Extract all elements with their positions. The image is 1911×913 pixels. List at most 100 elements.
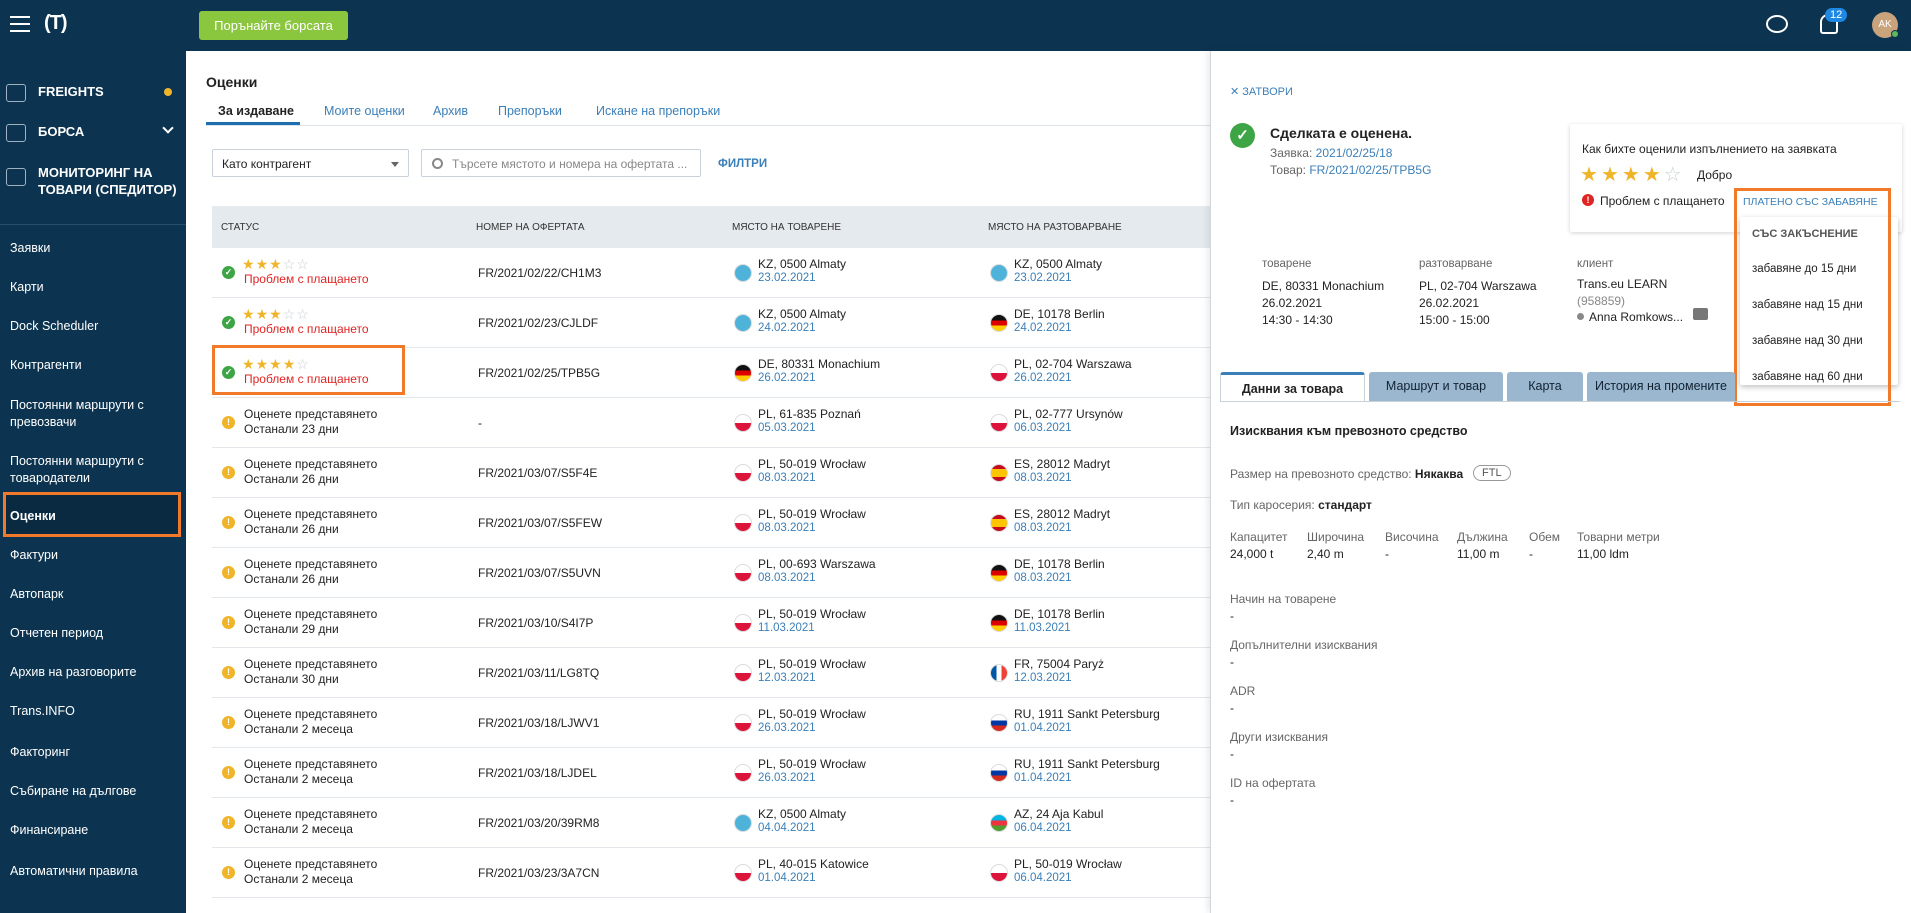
tab-cargo-data[interactable]: Данни за товара xyxy=(1220,372,1365,401)
offer-number[interactable]: FR/2021/03/10/S4I7P xyxy=(478,616,594,630)
sidebar-item-ratings[interactable]: Оценки xyxy=(10,509,56,523)
star-icon[interactable]: ★ xyxy=(1642,164,1664,186)
offer-number[interactable]: FR/2021/03/23/3A7CN xyxy=(478,866,600,880)
sidebar-item-chat-archive[interactable]: Архив на разговорите xyxy=(10,665,137,679)
sidebar-item-dock-scheduler[interactable]: Dock Scheduler xyxy=(10,319,99,333)
star-icon: ★ xyxy=(242,256,256,272)
client-person[interactable]: Anna Romkows... xyxy=(1589,310,1684,324)
remaining-time: Останали 2 месеца xyxy=(244,822,353,836)
rate-prompt[interactable]: Оценете представянето xyxy=(244,757,378,771)
table-row[interactable]: ! Оценете представянето Останали 26 дни FR/… xyxy=(212,448,1211,498)
tab-map[interactable]: Карта xyxy=(1507,372,1583,401)
sidebar-item-orders[interactable]: Заявки xyxy=(10,241,51,255)
dropdown-item-delay-15[interactable]: забавяне до 15 дни xyxy=(1752,263,1857,275)
message-icon[interactable] xyxy=(1693,308,1708,320)
table-row[interactable]: ! Оценете представянето Останали 2 месеца F… xyxy=(212,698,1211,748)
offer-number[interactable]: FR/2021/02/25/TPB5G xyxy=(478,366,601,380)
table-row[interactable]: ! Оценете представянето Останали 2 месеца F… xyxy=(212,798,1211,848)
sidebar-item-maps[interactable]: Карти xyxy=(10,280,44,294)
table-row[interactable]: ✓ ★★★☆☆ Проблем с плащането FR/2021/02/22/C… xyxy=(212,248,1211,298)
search-input[interactable]: Търсете мястото и номера на офертата ... xyxy=(421,149,701,177)
table-row[interactable]: ! Оценете представянето Останали 23 дни - PL… xyxy=(212,398,1211,448)
table-row[interactable]: ! Оценете представянето Останали 30 дни FR/… xyxy=(212,648,1211,698)
star-icon[interactable]: ★ xyxy=(1580,164,1601,186)
paid-late-dropdown-trigger[interactable]: ПЛАТЕНО СЪС ЗАБАВЯНЕ xyxy=(1743,196,1878,208)
dropdown-item-delay-over-30[interactable]: забавяне над 30 дни xyxy=(1752,335,1863,347)
active-tab-underline xyxy=(206,122,300,125)
tab-my-ratings[interactable]: Моите оценки xyxy=(324,104,405,118)
order-link[interactable]: 2021/02/25/18 xyxy=(1315,146,1393,160)
star-icon[interactable]: ★ xyxy=(1621,164,1643,186)
avatar[interactable]: AK xyxy=(1872,12,1898,38)
sidebar-item-routes-shippers[interactable]: Постоянни маршрути с товародатели xyxy=(10,454,144,485)
offer-number[interactable]: FR/2021/03/20/39RM8 xyxy=(478,816,600,830)
table-row[interactable]: ✓ ★★★☆☆ Проблем с плащането FR/2021/02/23/C… xyxy=(212,298,1211,348)
country-flag-icon xyxy=(990,314,1008,332)
tab-change-history[interactable]: История на промените xyxy=(1587,372,1735,401)
offer-number[interactable]: FR/2021/03/07/S5F4E xyxy=(478,466,598,480)
country-flag-icon xyxy=(734,414,752,432)
sidebar-item-automatic-rules[interactable]: Автоматични правила xyxy=(10,864,138,878)
rate-prompt[interactable]: Оценете представянето xyxy=(244,657,378,671)
sidebar-item-contractors[interactable]: Контрагенти xyxy=(10,358,82,372)
table-row[interactable]: ! Оценете представянето Останали 26 дни FR/… xyxy=(212,548,1211,598)
sidebar-item-invoices[interactable]: Фактури xyxy=(10,548,58,562)
rate-prompt[interactable]: Оценете представянето xyxy=(244,557,378,571)
sidebar-item-trans-info[interactable]: Trans.INFO xyxy=(10,704,75,718)
contractor-select[interactable]: Като контрагент xyxy=(212,149,409,177)
table-row[interactable]: ! Оценете представянето Останали 2 месеца F… xyxy=(212,748,1211,798)
rate-prompt[interactable]: Оценете представянето xyxy=(244,807,378,821)
offer-number[interactable]: FR/2021/03/18/LJWV1 xyxy=(478,716,600,730)
offer-number[interactable]: FR/2021/03/07/S5UVN xyxy=(478,566,601,580)
table-row[interactable]: ! Оценете представянето Останали 29 дни FR/… xyxy=(212,598,1211,648)
dropdown-item-delay-over-60[interactable]: забавяне над 60 дни xyxy=(1752,371,1863,383)
table-row[interactable]: ! Оценете представянето Останали 26 дни FR/… xyxy=(212,498,1211,548)
sidebar-item-debt-collection[interactable]: Събиране на дългове xyxy=(10,784,137,798)
close-panel-button[interactable]: ✕ ЗАТВОРИ xyxy=(1230,86,1293,98)
sidebar-item-exchange[interactable]: БОРСА xyxy=(0,124,186,142)
offer-number[interactable]: FR/2021/02/23/CJLDF xyxy=(478,316,599,330)
column-header-offer-number[interactable]: НОМЕР НА ОФЕРТАТА xyxy=(476,222,585,233)
offer-number[interactable]: - xyxy=(478,416,482,430)
rate-prompt[interactable]: Оценете представянето xyxy=(244,507,378,521)
chat-icon[interactable] xyxy=(1766,15,1788,33)
sidebar-item-fleet[interactable]: Автопарк xyxy=(10,587,64,601)
buy-exchange-button[interactable]: Порънайте борсата xyxy=(199,11,348,40)
tab-recommendations[interactable]: Препоръки xyxy=(498,104,562,118)
sidebar-item-financing[interactable]: Финансиране xyxy=(10,823,89,837)
rate-prompt[interactable]: Оценете представянето xyxy=(244,707,378,721)
rate-prompt[interactable]: Оценете представянето xyxy=(244,407,378,421)
offer-number[interactable]: FR/2021/02/22/CH1M3 xyxy=(478,266,602,280)
check-circle-icon: ✓ xyxy=(222,316,235,329)
rate-prompt[interactable]: Оценете представянето xyxy=(244,857,378,871)
cargo-link[interactable]: FR/2021/02/25/TPB5G xyxy=(1309,163,1432,177)
tab-archive[interactable]: Архив xyxy=(433,104,469,118)
sidebar-item-report-period[interactable]: Отчетен период xyxy=(10,626,104,640)
rate-prompt[interactable]: Оценете представянето xyxy=(244,457,378,471)
offer-number[interactable]: FR/2021/03/07/S5FEW xyxy=(478,516,603,530)
table-row[interactable]: ✓ ★★★★☆ Проблем с плащането FR/2021/02/25/T… xyxy=(212,348,1211,398)
star-icon[interactable]: ☆ xyxy=(1663,164,1685,186)
dropdown-item-delay-over-15[interactable]: забавяне над 15 дни xyxy=(1752,299,1863,311)
filters-button[interactable]: ФИЛТРИ xyxy=(718,158,768,170)
table-row[interactable]: ! Оценете представянето Останали 2 месеца F… xyxy=(212,848,1211,898)
country-flag-icon xyxy=(990,664,1008,682)
rating-stars[interactable]: ★★★★☆ xyxy=(1580,162,1685,187)
tab-to-issue[interactable]: За издаване xyxy=(218,104,295,118)
star-icon[interactable]: ★ xyxy=(1600,164,1622,186)
tab-request-recommendations[interactable]: Искане на препоръки xyxy=(596,104,721,118)
offer-number[interactable]: FR/2021/03/11/LG8TQ xyxy=(478,666,600,680)
sidebar-item-freights[interactable]: FREIGHTS xyxy=(0,84,186,102)
column-header-loading[interactable]: МЯСТО НА ТОВАРЕНЕ xyxy=(732,222,842,233)
column-header-unloading[interactable]: МЯСТО НА РАЗТОВАРВАНЕ xyxy=(988,222,1122,233)
unloading-place: PL, 50-019 Wrocław xyxy=(1014,857,1122,871)
tab-route-and-cargo[interactable]: Маршрут и товар xyxy=(1369,372,1503,401)
sidebar-item-monitoring[interactable]: МОНИТОРИНГ НА ТОВАРИ (СПЕДИТОР) xyxy=(0,164,180,198)
rate-prompt[interactable]: Оценете представянето xyxy=(244,607,378,621)
country-flag-icon xyxy=(990,264,1008,282)
sidebar-item-factoring[interactable]: Факторинг xyxy=(10,745,70,759)
column-header-status[interactable]: СТАТУС xyxy=(221,222,260,233)
hamburger-menu-icon[interactable] xyxy=(10,16,30,32)
sidebar-item-routes-carriers[interactable]: Постоянни маршрути с превозвачи xyxy=(10,398,144,429)
offer-number[interactable]: FR/2021/03/18/LJDEL xyxy=(478,766,597,780)
